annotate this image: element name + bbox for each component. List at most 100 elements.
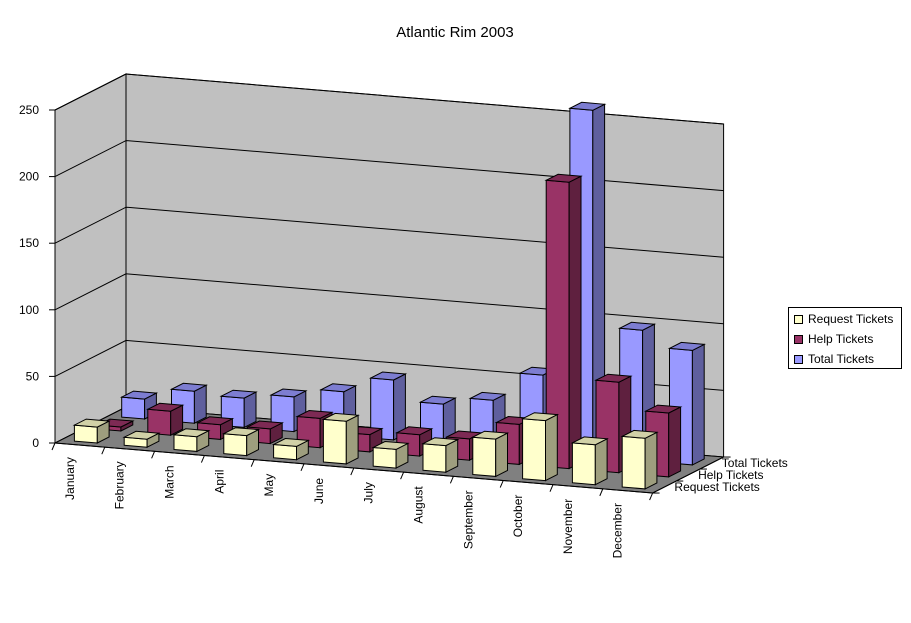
bar (418, 395, 457, 445)
legend: Request Tickets Help Tickets Total Ticke… (788, 307, 902, 369)
category-label: May (262, 474, 276, 497)
y-tick-label: 0 (32, 436, 39, 450)
category-label: November (561, 499, 575, 554)
bar (72, 418, 111, 444)
category-label: September (461, 490, 475, 549)
depth-label: Help Tickets (698, 468, 763, 482)
legend-swatch-help (794, 334, 803, 344)
x-tick (51, 442, 56, 451)
bar (371, 440, 410, 469)
legend-item-request: Request Tickets (794, 310, 893, 328)
bar-top (395, 426, 434, 436)
bar-side (691, 343, 705, 466)
bars (72, 101, 706, 490)
bar-top (667, 341, 706, 351)
bar-top (172, 428, 211, 438)
bar-top (295, 409, 334, 419)
bar-front (273, 443, 297, 461)
legend-swatch-request (794, 314, 803, 324)
bar-top (72, 418, 111, 428)
category-label: December (611, 503, 625, 558)
y-tick-label: 50 (26, 369, 40, 383)
bar-top (122, 430, 161, 440)
bar-front (147, 408, 172, 436)
x-axis: January February March April May June July Augu… (51, 442, 654, 558)
bar-top (321, 412, 360, 422)
y-axis: 0 50 100 150 200 250 (19, 103, 56, 450)
category-label: July (362, 482, 376, 503)
bar-side (545, 413, 558, 482)
category-label: August (411, 486, 425, 524)
bar-top (195, 416, 235, 426)
bar-top (145, 402, 185, 412)
depth-label: Total Tickets (722, 456, 788, 470)
category-label: February (113, 461, 127, 509)
x-tick (499, 480, 504, 488)
z-axis-line (652, 456, 724, 494)
gridline (54, 206, 724, 258)
legend-item-help: Help Tickets (794, 330, 873, 348)
bar-front (422, 443, 447, 473)
bar-top (222, 427, 261, 437)
bar-front (522, 418, 546, 482)
bar-top (468, 391, 507, 401)
bar-top (421, 437, 460, 447)
bar-front (322, 418, 347, 465)
bar-side (644, 431, 658, 490)
bar-top (620, 429, 659, 439)
bar-top (269, 388, 308, 398)
bar-top (520, 412, 560, 422)
bar (520, 412, 560, 482)
bar-top (368, 371, 408, 381)
x-tick (449, 476, 454, 484)
bar-top (271, 437, 311, 447)
x-tick (200, 455, 205, 463)
bar-top (119, 390, 159, 400)
bar-top (544, 173, 583, 183)
category-label: October (511, 495, 525, 538)
bar (570, 436, 609, 486)
x-tick (250, 459, 255, 467)
x-tick (400, 471, 405, 480)
bar (471, 430, 510, 478)
chart-title: Atlantic Rim 2003 (396, 24, 514, 41)
bar-top (219, 389, 258, 399)
bar-side (345, 414, 359, 465)
bar-top (568, 101, 607, 111)
bar (222, 427, 261, 457)
bar-front (621, 435, 646, 490)
bar-front (571, 442, 596, 486)
bar-front (223, 433, 248, 457)
bar (271, 437, 311, 461)
x-tick (101, 446, 106, 455)
legend-label-help: Help Tickets (808, 332, 874, 346)
y-tick-label: 150 (19, 236, 39, 250)
x-tick (350, 467, 355, 476)
legend-label-total: Total Tickets (808, 352, 875, 366)
bar-top (594, 373, 633, 383)
bar-front (173, 434, 198, 452)
bar (172, 428, 211, 453)
legend-item-total: Total Tickets (794, 350, 874, 368)
x-tick (549, 484, 554, 492)
bar-front (121, 396, 146, 420)
bar (368, 371, 408, 441)
x-tick (300, 463, 305, 472)
gridline (54, 273, 724, 325)
bar-top (319, 383, 358, 393)
category-label: June (312, 478, 326, 504)
gridline (54, 73, 724, 125)
category-label: April (212, 470, 226, 494)
bar-side (193, 384, 207, 425)
bar-front (472, 436, 497, 477)
x-tick (599, 488, 604, 497)
bar (321, 412, 360, 465)
bar-top (643, 404, 683, 414)
gridline (54, 140, 724, 192)
bar-side (594, 437, 608, 486)
bar-side (668, 406, 682, 478)
side-wall (54, 73, 127, 444)
legend-swatch-total (794, 354, 803, 364)
